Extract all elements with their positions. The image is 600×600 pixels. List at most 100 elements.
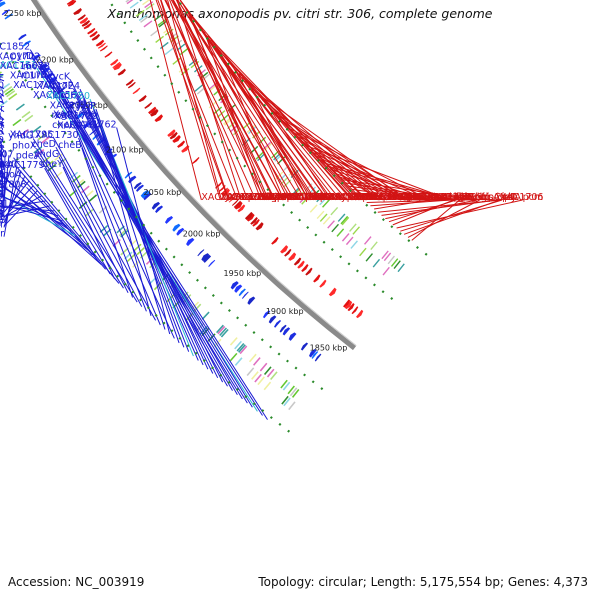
gene-label[interactable]: xylE <box>401 192 421 203</box>
gene-label[interactable]: hflB <box>449 192 468 203</box>
gene-label[interactable]: tsr <box>0 219 4 230</box>
gene-label[interactable]: regS <box>65 100 87 111</box>
gene-label[interactable]: tsr <box>0 162 4 173</box>
gene-label[interactable]: XAC1857 <box>288 192 332 203</box>
gene-label[interactable]: eno <box>430 192 448 203</box>
gene-label[interactable]: celA <box>379 192 400 203</box>
gene-label[interactable]: gbpR <box>407 192 432 203</box>
gene-label[interactable]: XAC1940 <box>0 88 4 99</box>
gene-label[interactable]: rpfD <box>301 192 322 203</box>
gene-label[interactable]: XAC1795 <box>10 129 54 140</box>
gene-label[interactable]: tsr <box>0 104 4 115</box>
gene-label[interactable]: phoX <box>12 140 37 151</box>
gene-label[interactable]: cheD <box>31 139 55 150</box>
gene-label[interactable]: hfq <box>475 192 490 203</box>
gene-label[interactable]: feoB <box>336 192 358 203</box>
gene-label[interactable]: celD <box>379 192 400 203</box>
gene-label[interactable]: XAC1803 <box>0 169 4 180</box>
gene-label[interactable]: pgi <box>475 192 490 203</box>
gene-label[interactable]: XAC1761 <box>427 192 471 203</box>
gene-label[interactable]: kdsA <box>477 192 500 203</box>
gene-label[interactable]: flgA <box>265 192 284 203</box>
gene-label[interactable]: yhdG <box>34 149 59 160</box>
gene-label[interactable]: XAC1818 <box>332 192 376 203</box>
gene-label[interactable]: XAC1901 <box>0 199 9 210</box>
gene-label[interactable]: XAC1928 <box>220 192 264 203</box>
gene-label[interactable]: fhuA <box>405 192 427 203</box>
gene-label[interactable]: XAC1868 <box>267 192 311 203</box>
gene-label[interactable]: tspO <box>311 192 333 203</box>
gene-label[interactable]: feoA <box>356 192 378 203</box>
gene-label[interactable]: XAC1871 <box>0 140 4 151</box>
gene-label[interactable]: XAC1750 <box>46 91 90 102</box>
gene-label[interactable]: hisI <box>269 192 285 203</box>
gene-label[interactable]: XAC1771 <box>352 192 396 203</box>
gene-label[interactable]: XAC1796 <box>360 192 404 203</box>
gene-label[interactable]: thrB <box>321 192 341 203</box>
gene-label[interactable]: XAC1848 <box>0 210 4 221</box>
gene-label[interactable]: XAC1914 <box>292 192 336 203</box>
gene-label[interactable]: yhdG <box>8 131 33 142</box>
gene-label[interactable]: xylA <box>401 192 422 203</box>
gene-label[interactable]: XAC1724 <box>36 81 80 92</box>
gene-label[interactable]: XAC1713 <box>50 100 94 111</box>
gene-label[interactable]: tsr <box>0 120 4 131</box>
gene-label[interactable]: XAC1751 <box>0 60 37 71</box>
gene-label[interactable]: fhaB <box>430 192 452 203</box>
gene-label[interactable]: cheA <box>0 179 4 190</box>
gene-label[interactable]: XAC1782 <box>0 189 4 200</box>
gene-label[interactable]: cheB <box>58 140 82 151</box>
gene-label[interactable]: ispG <box>454 192 475 203</box>
gene-label[interactable]: XAC1918 <box>201 192 245 203</box>
gene-label[interactable]: cheY <box>40 159 63 170</box>
gene-label[interactable]: hisS <box>353 192 373 203</box>
gene-label[interactable]: cirA <box>405 192 424 203</box>
gene-label[interactable]: alaS <box>454 192 474 203</box>
gene-label[interactable]: thrC <box>294 192 315 203</box>
gene-label[interactable]: pcnB <box>406 192 430 203</box>
gene-label[interactable]: cirA <box>309 192 328 203</box>
gene-label[interactable]: XAC1762 <box>73 120 117 131</box>
gene-label[interactable]: lysS <box>222 192 241 203</box>
gene-label[interactable]: XAC1730 <box>35 130 79 141</box>
gene-label[interactable]: rpfA <box>0 170 4 181</box>
gene-label[interactable]: XAC1920 <box>0 81 4 92</box>
gene-label[interactable]: XAC1747 <box>10 71 54 82</box>
gene-label[interactable]: XAC1686 <box>53 110 97 121</box>
gene-label[interactable]: hadH2 <box>52 90 83 101</box>
gene-label[interactable]: XAC1824 <box>241 192 285 203</box>
gene-label[interactable]: XAC1822 <box>0 204 4 215</box>
gene-label[interactable]: XAC1911 <box>229 192 273 203</box>
gene-label[interactable]: tsr <box>0 180 4 191</box>
gene-label[interactable]: XAC1898 <box>0 200 4 211</box>
gene-label[interactable]: XAC1779 <box>1 160 45 171</box>
gene-label[interactable]: XAC1929 <box>0 135 4 146</box>
gene-label[interactable]: pitA <box>502 192 521 203</box>
gene-label[interactable]: XAC1840 <box>0 160 17 171</box>
gene-label[interactable]: serA <box>0 189 4 200</box>
gene-label[interactable]: prfB <box>274 192 294 203</box>
gene-label[interactable]: XAC1774 <box>407 192 451 203</box>
gene-label[interactable]: XAC1816 <box>359 192 403 203</box>
gene-label[interactable]: tsr <box>0 149 4 160</box>
gene-label[interactable]: XAC1809 <box>357 192 401 203</box>
gene-label[interactable]: XAC1853 <box>0 118 4 129</box>
gene-label[interactable]: XAC1913 <box>283 192 327 203</box>
gene-label[interactable]: XAC1667 <box>0 61 44 72</box>
gene-label[interactable]: XAC1872 <box>0 193 4 204</box>
gene-label[interactable]: thrA <box>316 192 337 203</box>
gene-label[interactable]: ispF <box>497 192 516 203</box>
gene-label[interactable]: XAC1800 <box>341 192 385 203</box>
gene-label[interactable]: XAC1925 <box>0 215 4 226</box>
gene-label[interactable]: dgoA <box>0 169 22 180</box>
gene-label[interactable]: tsr <box>0 166 4 177</box>
gene-label[interactable]: hisC <box>403 192 424 203</box>
gene-label[interactable]: XAC1924 <box>0 171 4 182</box>
gene-label[interactable]: folP <box>456 192 474 203</box>
gene-label[interactable]: wapA <box>263 192 290 203</box>
gene-label[interactable]: XAC1839 <box>0 189 4 200</box>
gene-label[interactable]: avtA <box>261 192 283 203</box>
gene-label[interactable]: XAC1702 <box>0 52 40 63</box>
gene-label[interactable]: panD <box>347 192 372 203</box>
gene-label[interactable]: fnr <box>0 212 4 223</box>
